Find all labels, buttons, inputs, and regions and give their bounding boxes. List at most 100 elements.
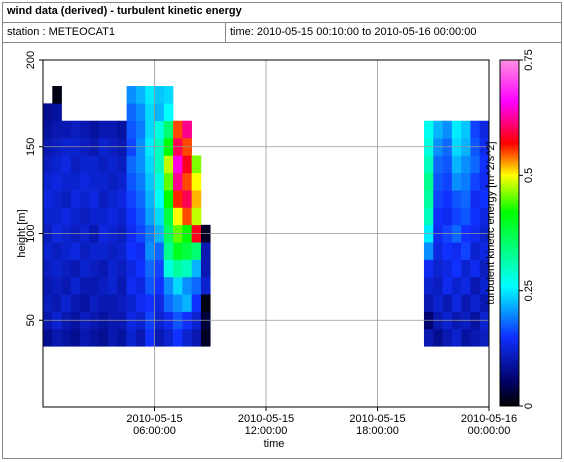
- heatmap-cell: [470, 242, 481, 260]
- heatmap-cell: [442, 172, 453, 191]
- heatmap-cell: [154, 155, 165, 174]
- heatmap-cell: [108, 259, 118, 278]
- heatmap-cell: [89, 172, 100, 191]
- heatmap-cell: [451, 172, 462, 191]
- time-range: time: 2010-05-15 00:10:00 to 2010-05-16 …: [230, 26, 477, 38]
- colorbar-tick-label: 0.25: [523, 280, 535, 301]
- heatmap-cell: [433, 155, 443, 174]
- heatmap-cell: [98, 294, 109, 312]
- heatmap-cell: [43, 242, 53, 260]
- heatmap-cell: [200, 242, 211, 260]
- heatmap-cell: [442, 120, 453, 139]
- heatmap-cell: [479, 207, 490, 226]
- heatmap-cell: [461, 155, 471, 174]
- heatmap-cell: [98, 276, 109, 295]
- heatmap-cell: [145, 242, 155, 260]
- heatmap-cell: [154, 172, 165, 191]
- heatmap-cell: [461, 259, 471, 278]
- heatmap-cell: [117, 190, 127, 208]
- heatmap-cell: [451, 259, 462, 278]
- heatmap-cell: [52, 207, 62, 226]
- heatmap-cell: [117, 294, 127, 312]
- heatmap-cell: [461, 172, 471, 191]
- heatmap-cell: [154, 86, 165, 104]
- heatmap-cell: [117, 207, 127, 226]
- heatmap-cell: [433, 172, 443, 191]
- heatmap-cell: [173, 155, 183, 174]
- heatmap-cell: [200, 294, 211, 312]
- heatmap-cell: [145, 207, 155, 226]
- heatmap-cell: [145, 190, 155, 208]
- heatmap-cell: [154, 207, 165, 226]
- heatmap-cell: [433, 259, 443, 278]
- heatmap-cell: [117, 120, 127, 139]
- heatmap-cell: [154, 294, 165, 312]
- heatmap-cell: [423, 190, 434, 208]
- heatmap-cell: [173, 190, 183, 208]
- heatmap-cell: [442, 328, 453, 347]
- heatmap-cell: [98, 259, 109, 278]
- heatmap-cell: [52, 172, 62, 191]
- heatmap-cell: [191, 207, 202, 226]
- heatmap-cell: [135, 207, 146, 226]
- heatmap-cell: [98, 328, 109, 347]
- heatmap-cell: [470, 207, 481, 226]
- heatmap-cell: [135, 259, 146, 278]
- heatmap-cell: [126, 120, 137, 139]
- heatmap-cell: [126, 259, 137, 278]
- heatmap-cell: [117, 155, 127, 174]
- heatmap-cell: [173, 172, 183, 191]
- heatmap-cell: [442, 190, 453, 208]
- heatmap-cell: [163, 172, 174, 191]
- heatmap-cell: [479, 276, 490, 295]
- heatmap-cell: [98, 242, 109, 260]
- heatmap-cell: [451, 276, 462, 295]
- heatmap-cell: [154, 242, 165, 260]
- heatmap-cell: [135, 328, 146, 347]
- heatmap-cell: [70, 294, 81, 312]
- heatmap-cell: [479, 172, 490, 191]
- heatmap-cell: [461, 294, 471, 312]
- y-tick-label: 150: [25, 138, 37, 156]
- heatmap-cell: [173, 120, 183, 139]
- heatmap-cell: [191, 276, 202, 295]
- heatmap-cell: [80, 207, 90, 226]
- colorbar-tick-label: 0: [523, 403, 535, 409]
- heatmap-cell: [191, 294, 202, 312]
- x-tick-label: 2010-05-15 06:00:00: [126, 413, 183, 437]
- heatmap-cell: [145, 103, 155, 122]
- heatmap-cell: [108, 155, 118, 174]
- heatmap-cell: [126, 294, 137, 312]
- heatmap-cell: [145, 120, 155, 139]
- heatmap-cell: [154, 276, 165, 295]
- heatmap-cell: [61, 328, 72, 347]
- heatmap-cell: [191, 328, 202, 347]
- heatmap-cell: [479, 242, 490, 260]
- heatmap-cell: [80, 328, 90, 347]
- heatmap-cell: [461, 328, 471, 347]
- heatmap-cell: [52, 294, 62, 312]
- heatmap-cell: [89, 328, 100, 347]
- heatmap-cell: [89, 190, 100, 208]
- heatmap-cell: [135, 276, 146, 295]
- heatmap-cell: [98, 207, 109, 226]
- heatmap-cell: [433, 120, 443, 139]
- heatmap-cell: [80, 190, 90, 208]
- heatmap-cell: [182, 242, 192, 260]
- heatmap-cell: [135, 190, 146, 208]
- heatmap-cell: [182, 172, 192, 191]
- heatmap-cell: [423, 242, 434, 260]
- colorbar-tick-label: 0.75: [523, 49, 535, 70]
- heatmap-cell: [135, 242, 146, 260]
- heatmap-cell: [117, 242, 127, 260]
- heatmap-cell: [135, 120, 146, 139]
- heatmap-cell: [423, 172, 434, 191]
- heatmap-cell: [43, 294, 53, 312]
- heatmap-cell: [163, 276, 174, 295]
- heatmap-cell: [461, 190, 471, 208]
- heatmap-cell: [126, 242, 137, 260]
- heatmap-cell: [451, 190, 462, 208]
